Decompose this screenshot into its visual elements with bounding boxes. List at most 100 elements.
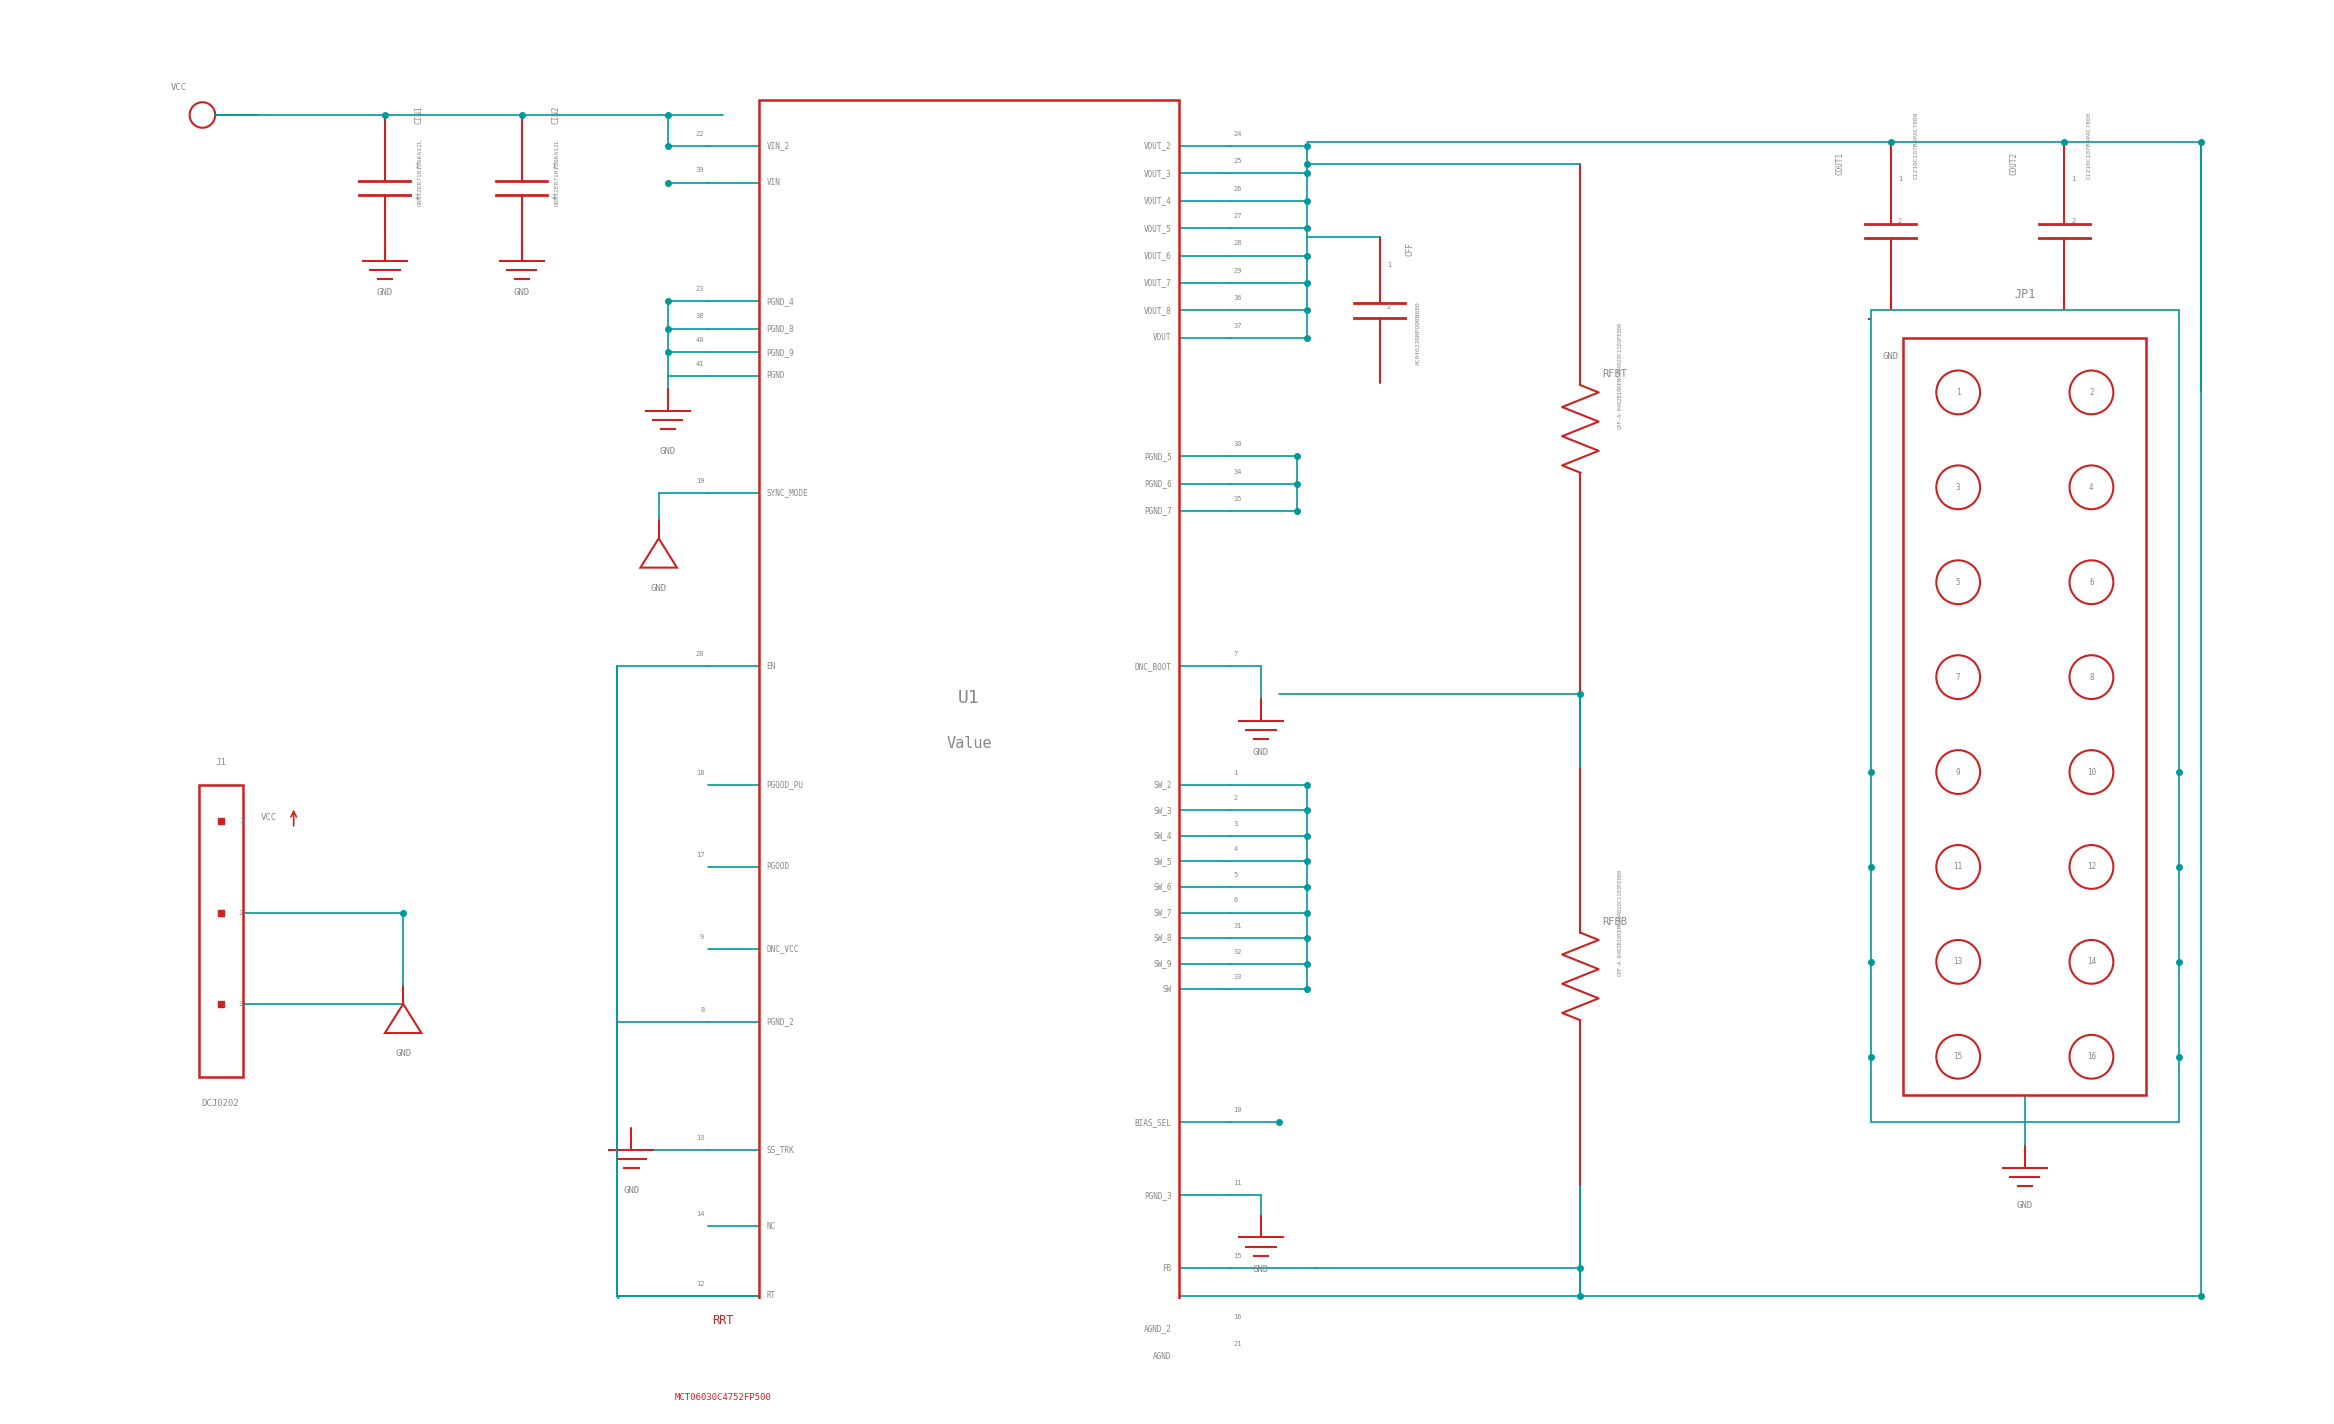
Text: RFBT: RFBT xyxy=(1603,369,1627,379)
Text: SW_7: SW_7 xyxy=(1153,909,1172,917)
Text: 8: 8 xyxy=(2089,672,2094,682)
Text: 22: 22 xyxy=(696,131,705,137)
Text: 7: 7 xyxy=(1235,651,1237,656)
Text: FB: FB xyxy=(1162,1265,1172,1273)
Text: 21: 21 xyxy=(1235,1341,1242,1347)
Text: 10: 10 xyxy=(2087,768,2096,776)
Text: 32: 32 xyxy=(1235,948,1242,954)
Text: SW_9: SW_9 xyxy=(1153,960,1172,968)
Text: JP1: JP1 xyxy=(2014,288,2035,300)
Text: COUT2: COUT2 xyxy=(2010,151,2019,175)
Text: VIN_2: VIN_2 xyxy=(766,141,789,151)
Text: GND: GND xyxy=(2056,352,2073,362)
Text: C1210C107M4PAC7800: C1210C107M4PAC7800 xyxy=(2087,111,2091,179)
Text: VOUT_2: VOUT_2 xyxy=(1144,141,1172,151)
Text: 29: 29 xyxy=(1235,268,1242,273)
Text: 16: 16 xyxy=(2087,1052,2096,1061)
Text: GND: GND xyxy=(513,289,530,298)
Text: 6: 6 xyxy=(1235,897,1237,903)
Text: DNC_BOOT: DNC_BOOT xyxy=(1134,662,1172,671)
Text: PGND_5: PGND_5 xyxy=(1144,451,1172,461)
Text: 17: 17 xyxy=(696,852,705,857)
Text: 36: 36 xyxy=(1235,295,1242,300)
Text: GND: GND xyxy=(651,584,668,592)
Text: 12: 12 xyxy=(696,1280,705,1287)
Text: GRM32ER71H106KA12L: GRM32ER71H106KA12L xyxy=(555,138,560,206)
Text: PGND_7: PGND_7 xyxy=(1144,507,1172,515)
Text: 13: 13 xyxy=(696,1135,705,1141)
Text: 13: 13 xyxy=(1954,957,1963,967)
Text: DCJ0202: DCJ0202 xyxy=(201,1099,240,1108)
Text: VCC: VCC xyxy=(170,83,187,93)
Text: AGND_2: AGND_2 xyxy=(1144,1324,1172,1333)
Text: VOUT_5: VOUT_5 xyxy=(1144,224,1172,232)
Text: 3: 3 xyxy=(238,1001,243,1007)
Text: 20: 20 xyxy=(696,651,705,656)
Text: GND: GND xyxy=(394,1049,411,1058)
Text: 33: 33 xyxy=(1235,974,1242,980)
Text: SW_3: SW_3 xyxy=(1153,806,1172,815)
Text: NC: NC xyxy=(766,1222,775,1230)
Text: 1: 1 xyxy=(238,819,243,824)
Text: 28: 28 xyxy=(1235,241,1242,246)
Text: 40: 40 xyxy=(696,337,705,343)
Text: GND: GND xyxy=(623,1186,640,1195)
Text: PGND_4: PGND_4 xyxy=(766,296,794,306)
Text: 2: 2 xyxy=(1235,795,1237,802)
Text: GRM32ER71H106KA12L: GRM32ER71H106KA12L xyxy=(418,138,422,206)
Text: GND: GND xyxy=(2017,1200,2033,1210)
Text: DNC_VCC: DNC_VCC xyxy=(766,944,798,954)
Text: 1: 1 xyxy=(2070,175,2075,182)
Text: 3: 3 xyxy=(1956,483,1961,491)
Text: 2: 2 xyxy=(413,194,418,201)
Text: GND: GND xyxy=(1253,1265,1270,1274)
Text: 34: 34 xyxy=(1235,468,1242,474)
Text: 9: 9 xyxy=(1956,768,1961,776)
Text: 4: 4 xyxy=(2089,483,2094,491)
Text: PGOOD_PU: PGOOD_PU xyxy=(766,780,803,789)
Text: COUT1: COUT1 xyxy=(1837,151,1844,175)
Text: 16: 16 xyxy=(1235,1313,1242,1320)
Text: 1: 1 xyxy=(1235,770,1237,776)
Text: 24: 24 xyxy=(1235,131,1242,137)
Text: 14: 14 xyxy=(696,1212,705,1218)
Text: 27: 27 xyxy=(1235,214,1242,219)
Text: PGND_9: PGND_9 xyxy=(766,347,794,357)
Text: VOUT_6: VOUT_6 xyxy=(1144,251,1172,261)
Text: 2: 2 xyxy=(1898,218,1902,224)
Text: AGND: AGND xyxy=(1153,1351,1172,1360)
Text: 15: 15 xyxy=(1235,1253,1242,1259)
Text: 7: 7 xyxy=(1956,672,1961,682)
Text: CIN1: CIN1 xyxy=(413,105,422,124)
Text: CPF-A-0402B10KEMCS04020C1103FE000: CPF-A-0402B10KEMCS04020C1103FE000 xyxy=(1617,869,1622,977)
Text: 8: 8 xyxy=(700,1007,705,1012)
Text: 38: 38 xyxy=(696,313,705,319)
Text: 5: 5 xyxy=(1235,871,1237,877)
Text: SW_6: SW_6 xyxy=(1153,883,1172,891)
Text: 11: 11 xyxy=(1954,863,1963,871)
Text: 1: 1 xyxy=(551,164,555,169)
Text: 12: 12 xyxy=(2087,863,2096,871)
Text: GND: GND xyxy=(376,289,392,298)
FancyBboxPatch shape xyxy=(1870,310,2180,1122)
FancyBboxPatch shape xyxy=(1905,337,2147,1095)
Text: U1: U1 xyxy=(957,689,980,708)
Text: AC0402JRNPO9BN680: AC0402JRNPO9BN680 xyxy=(1417,302,1421,365)
Text: GND: GND xyxy=(661,447,677,456)
Text: 26: 26 xyxy=(1235,185,1242,192)
Text: VOUT_7: VOUT_7 xyxy=(1144,279,1172,288)
Text: 1: 1 xyxy=(1386,262,1391,268)
Text: CPF-A-0402B10KEMCS04020C1103FE000: CPF-A-0402B10KEMCS04020C1103FE000 xyxy=(1617,322,1622,429)
Text: 1: 1 xyxy=(1956,387,1961,397)
Text: BIAS_SEL: BIAS_SEL xyxy=(1134,1118,1172,1126)
Text: 2: 2 xyxy=(2070,218,2075,224)
Text: 14: 14 xyxy=(2087,957,2096,967)
Text: PGND_6: PGND_6 xyxy=(1144,478,1172,488)
Text: C1210C107M4PAC7800: C1210C107M4PAC7800 xyxy=(1914,111,1919,179)
Text: PGND_3: PGND_3 xyxy=(1144,1190,1172,1200)
Text: CIN2: CIN2 xyxy=(551,105,560,124)
Text: VCC: VCC xyxy=(261,813,278,822)
Text: 6: 6 xyxy=(2089,578,2094,587)
Text: VOUT: VOUT xyxy=(1153,333,1172,342)
Text: 30: 30 xyxy=(1235,441,1242,447)
